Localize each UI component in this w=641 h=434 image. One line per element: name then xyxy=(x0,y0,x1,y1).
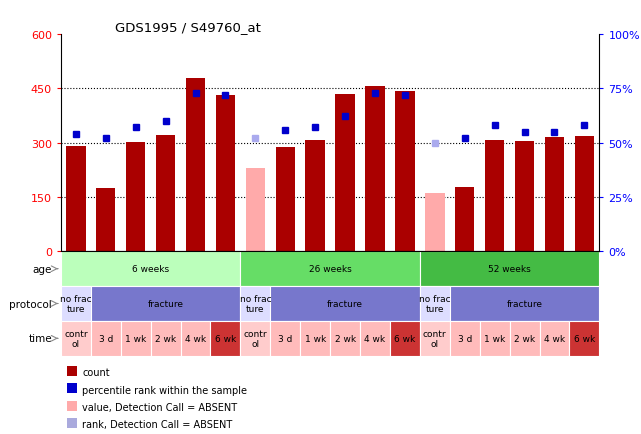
Bar xyxy=(151,321,181,356)
Text: contr
ol: contr ol xyxy=(64,329,88,348)
Bar xyxy=(121,321,151,356)
Text: 2 wk: 2 wk xyxy=(335,334,356,343)
Bar xyxy=(420,321,450,356)
Bar xyxy=(545,138,564,252)
Bar xyxy=(330,321,360,356)
Bar xyxy=(61,286,91,321)
Text: 2 wk: 2 wk xyxy=(514,334,535,343)
Bar xyxy=(210,321,240,356)
Bar xyxy=(126,142,146,252)
Text: contr
ol: contr ol xyxy=(423,329,447,348)
Bar xyxy=(186,79,205,252)
Text: 4 wk: 4 wk xyxy=(544,334,565,343)
Bar xyxy=(485,140,504,252)
Text: 1 wk: 1 wk xyxy=(484,334,505,343)
Bar xyxy=(215,96,235,252)
Bar xyxy=(335,95,355,252)
Text: 4 wk: 4 wk xyxy=(365,334,385,343)
Bar xyxy=(246,168,265,252)
Text: 4 wk: 4 wk xyxy=(185,334,206,343)
Bar xyxy=(575,137,594,252)
Bar xyxy=(365,86,385,252)
Bar xyxy=(425,194,445,252)
Text: age: age xyxy=(33,264,52,274)
Text: 6 wk: 6 wk xyxy=(574,334,595,343)
Text: no frac
ture: no frac ture xyxy=(240,294,271,313)
Bar xyxy=(455,187,474,252)
Text: no frac
ture: no frac ture xyxy=(60,294,92,313)
Bar xyxy=(271,321,300,356)
Bar xyxy=(420,252,599,286)
Text: contr
ol: contr ol xyxy=(244,329,267,348)
Bar xyxy=(390,321,420,356)
Bar xyxy=(61,321,91,356)
Text: protocol: protocol xyxy=(9,299,52,309)
Text: 3 d: 3 d xyxy=(458,334,472,343)
Text: 6 wk: 6 wk xyxy=(394,334,415,343)
Text: 3 d: 3 d xyxy=(278,334,292,343)
Bar xyxy=(510,321,540,356)
Text: 1 wk: 1 wk xyxy=(125,334,146,343)
Bar xyxy=(96,188,115,252)
Bar xyxy=(395,92,415,252)
Bar xyxy=(181,321,210,356)
Bar xyxy=(420,286,450,321)
Bar xyxy=(450,286,599,321)
Bar xyxy=(271,286,420,321)
Bar xyxy=(66,147,86,252)
Bar xyxy=(300,321,330,356)
Bar xyxy=(515,142,535,252)
Bar xyxy=(91,321,121,356)
Text: count: count xyxy=(82,368,110,377)
Text: 6 wk: 6 wk xyxy=(215,334,236,343)
Text: fracture: fracture xyxy=(147,299,183,308)
Text: time: time xyxy=(28,334,52,343)
Text: GDS1995 / S49760_at: GDS1995 / S49760_at xyxy=(115,20,261,33)
Text: 3 d: 3 d xyxy=(99,334,113,343)
Bar xyxy=(479,321,510,356)
Text: value, Detection Call = ABSENT: value, Detection Call = ABSENT xyxy=(82,402,237,412)
Bar xyxy=(240,286,271,321)
Bar xyxy=(306,140,325,252)
Bar xyxy=(240,321,271,356)
Bar xyxy=(91,286,240,321)
Text: 52 weeks: 52 weeks xyxy=(488,265,531,273)
Text: 1 wk: 1 wk xyxy=(304,334,326,343)
Text: percentile rank within the sample: percentile rank within the sample xyxy=(82,385,247,395)
Bar xyxy=(276,148,295,252)
Text: rank, Detection Call = ABSENT: rank, Detection Call = ABSENT xyxy=(82,420,232,429)
Text: 6 weeks: 6 weeks xyxy=(132,265,169,273)
Text: fracture: fracture xyxy=(327,299,363,308)
Bar xyxy=(569,321,599,356)
Bar xyxy=(450,321,479,356)
Bar xyxy=(156,135,176,252)
Bar xyxy=(540,321,569,356)
Text: 26 weeks: 26 weeks xyxy=(309,265,351,273)
Text: fracture: fracture xyxy=(506,299,542,308)
Text: 2 wk: 2 wk xyxy=(155,334,176,343)
Text: no frac
ture: no frac ture xyxy=(419,294,451,313)
Bar xyxy=(61,252,240,286)
Bar xyxy=(360,321,390,356)
Bar xyxy=(240,252,420,286)
